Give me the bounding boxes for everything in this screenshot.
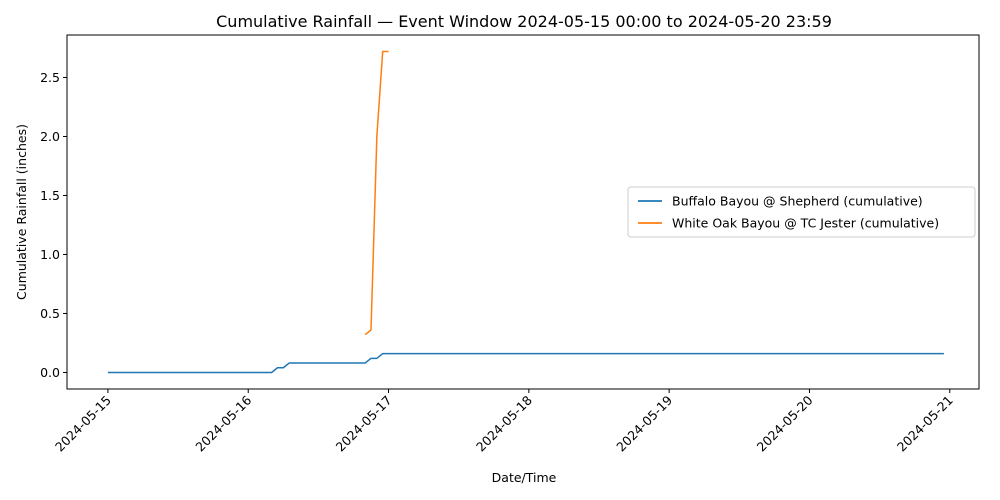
y-tick-label: 1.5 [40, 188, 60, 203]
y-axis-label: Cumulative Rainfall (inches) [14, 124, 29, 300]
y-tick-label: 1.0 [40, 247, 60, 262]
y-tick-label: 0.0 [40, 365, 60, 380]
series-layer [107, 50, 944, 374]
legend: Buffalo Bayou @ Shepherd (cumulative) Whi… [627, 186, 976, 238]
series-line-2 [364, 50, 389, 336]
y-tick-label: 2.5 [40, 70, 60, 85]
y-axis: 0.0 0.5 1.0 1.5 2.0 2.5 [40, 70, 67, 380]
series-line-1 [107, 352, 944, 374]
legend-box [627, 186, 976, 238]
axes-frame [66, 34, 980, 390]
y-tick-label: 0.5 [40, 306, 60, 321]
chart-title: Cumulative Rainfall — Event Window 2024-… [216, 12, 832, 31]
x-axis-label: Date/Time [492, 470, 557, 485]
legend-label-1: Buffalo Bayou @ Shepherd (cumulative) [672, 194, 923, 209]
legend-label-2: White Oak Bayou @ TC Jester (cumulative) [672, 216, 939, 231]
y-tick-label: 2.0 [40, 129, 60, 144]
